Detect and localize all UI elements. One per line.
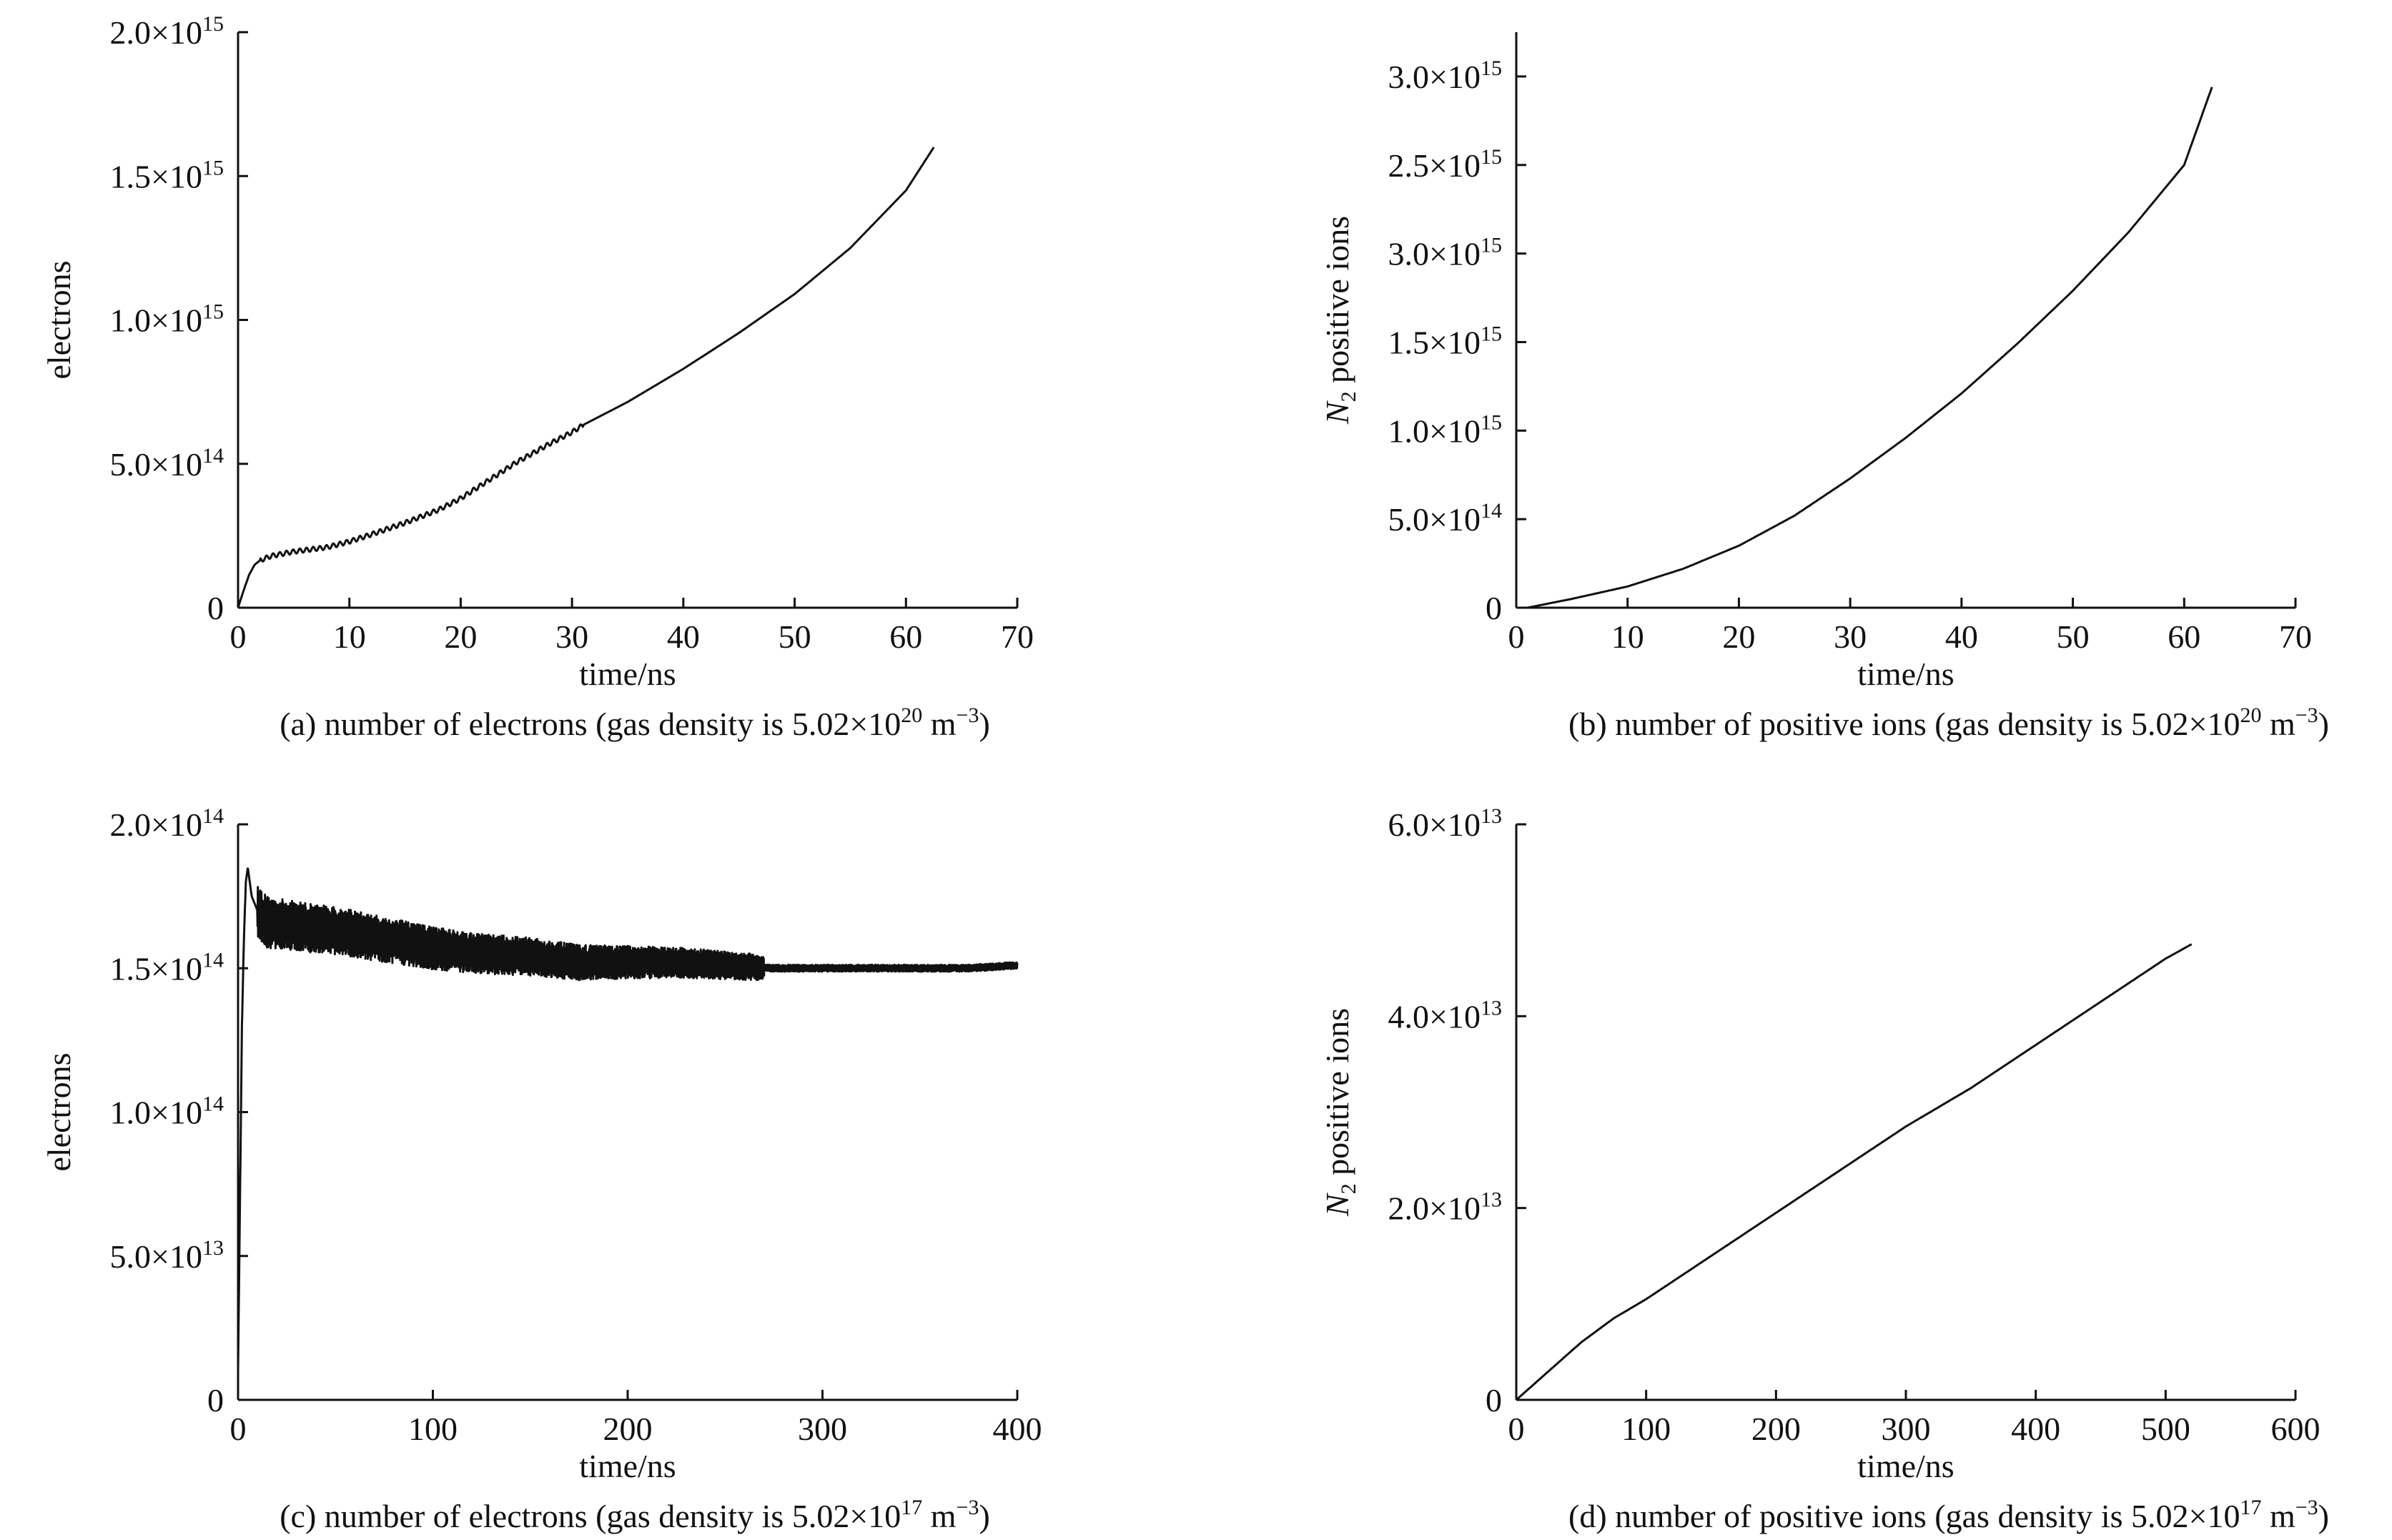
x-tick-label: 60 [889,618,922,655]
y-tick-label: 1.5×1015 [1388,322,1502,360]
x-tick-label: 20 [444,618,477,655]
x-tick-label: 200 [603,1411,653,1447]
x-tick-label: 0 [1508,1411,1525,1447]
x-tick-label: 0 [230,1411,247,1447]
y-axis-label: N2 positive ions [1319,216,1360,425]
chart-panel-b: 0 10 20 30 40 50 60 70 0 5.0×1014 1.0×1015 1.5×1015… [1319,32,2329,742]
y-tick-label: 2.0×1014 [110,804,224,843]
x-axis-label: time/ns [579,1448,676,1484]
x-tick-label: 50 [2057,618,2090,655]
x-tick-label: 30 [555,618,588,655]
x-axis-label: time/ns [1857,1448,1954,1484]
panel-caption: (d) number of positive ions (gas density… [1568,1496,2329,1534]
x-tick-label: 100 [408,1411,458,1447]
y-tick-label: 1.0×1015 [1388,410,1502,449]
x-tick-label: 400 [993,1411,1042,1447]
y-tick-label: 4.0×1013 [1388,996,1502,1035]
y-tick-label: 2.0×1013 [1388,1188,1502,1227]
x-tick-label: 10 [333,618,366,655]
series-line [1516,87,2213,609]
x-tick-label: 70 [1001,618,1034,655]
panel-caption: (c) number of electrons (gas density is … [280,1496,990,1534]
y-tick-label: 3.0×1015 [1388,234,1502,272]
x-tick-label: 300 [798,1411,847,1447]
x-tick-label: 40 [1945,618,1978,655]
x-tick-label: 0 [1508,618,1525,655]
x-tick-label: 10 [1611,618,1644,655]
y-axis-label: electrons [41,1052,77,1171]
x-axis-label: time/ns [579,656,676,692]
series-line [1516,943,2193,1401]
y-tick-label: 1.5×1015 [110,156,224,194]
y-tick-label: 3.0×1015 [1388,56,1502,95]
y-tick-label: 1.0×1014 [110,1092,224,1131]
x-tick-label: 0 [230,618,247,655]
x-tick-label: 20 [1722,618,1755,655]
x-axis-label: time/ns [1857,656,1954,692]
chart-panel-c: 0 100 200 300 400 0 5.0×1013 1.0×1014 1.5×1014 2.… [41,804,1042,1534]
y-tick-label: 0 [207,1382,224,1418]
y-tick-label: 2.0×1015 [110,12,224,51]
x-tick-label: 600 [2271,1411,2321,1447]
x-tick-label: 50 [779,618,811,655]
series-line [237,867,1019,1371]
x-tick-label: 200 [1751,1411,1801,1447]
x-tick-label: 30 [1834,618,1867,655]
y-tick-label: 0 [1486,590,1502,626]
x-tick-label: 70 [2279,618,2312,655]
y-tick-label: 1.5×1014 [110,948,224,987]
y-tick-label: 2.5×1015 [1388,145,1502,184]
chart-panel-a: 0 10 20 30 40 50 60 70 0 5.0×1014 1.0×1015 1.5×1015… [41,12,1034,742]
y-tick-label: 5.0×1014 [1388,499,1502,538]
y-axis-label: N2 positive ions [1319,1008,1360,1217]
y-axis-label: electrons [41,260,77,379]
x-tick-label: 300 [1882,1411,1931,1447]
x-tick-label: 400 [2011,1411,2060,1447]
y-tick-label: 6.0×1013 [1388,804,1502,843]
y-tick-label: 0 [1486,1382,1502,1418]
x-tick-label: 500 [2141,1411,2190,1447]
x-tick-label: 40 [667,618,700,655]
y-tick-label: 5.0×1014 [110,444,224,483]
panel-caption: (a) number of electrons (gas density is … [280,704,990,742]
y-tick-label: 1.0×1015 [110,300,224,339]
y-tick-label: 0 [207,590,224,626]
x-tick-label: 60 [2168,618,2200,655]
x-tick-label: 100 [1621,1411,1671,1447]
series-line [237,147,935,608]
chart-panel-d: 0 100 200 300 400 500 600 0 2.0×1013 4.0×1013 6.0×… [1319,804,2329,1534]
y-tick-label: 5.0×1013 [110,1236,224,1275]
panel-caption: (b) number of positive ions (gas density… [1568,704,2329,742]
